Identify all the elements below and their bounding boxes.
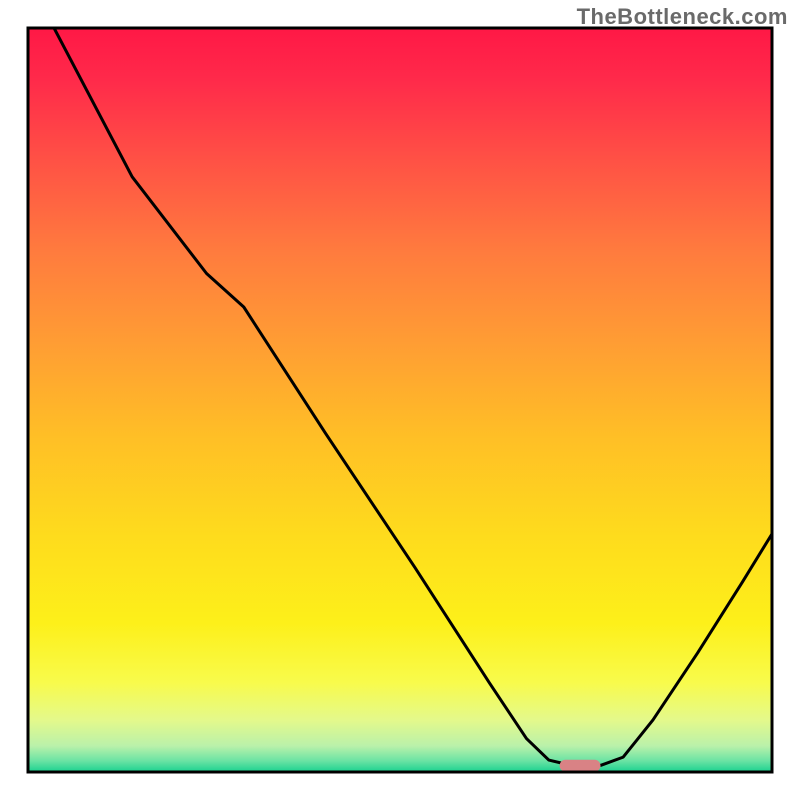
bottleneck-chart [0,0,800,800]
heatmap-background [28,28,772,772]
watermark-text: TheBottleneck.com [577,4,788,30]
optimal-marker [560,760,601,772]
